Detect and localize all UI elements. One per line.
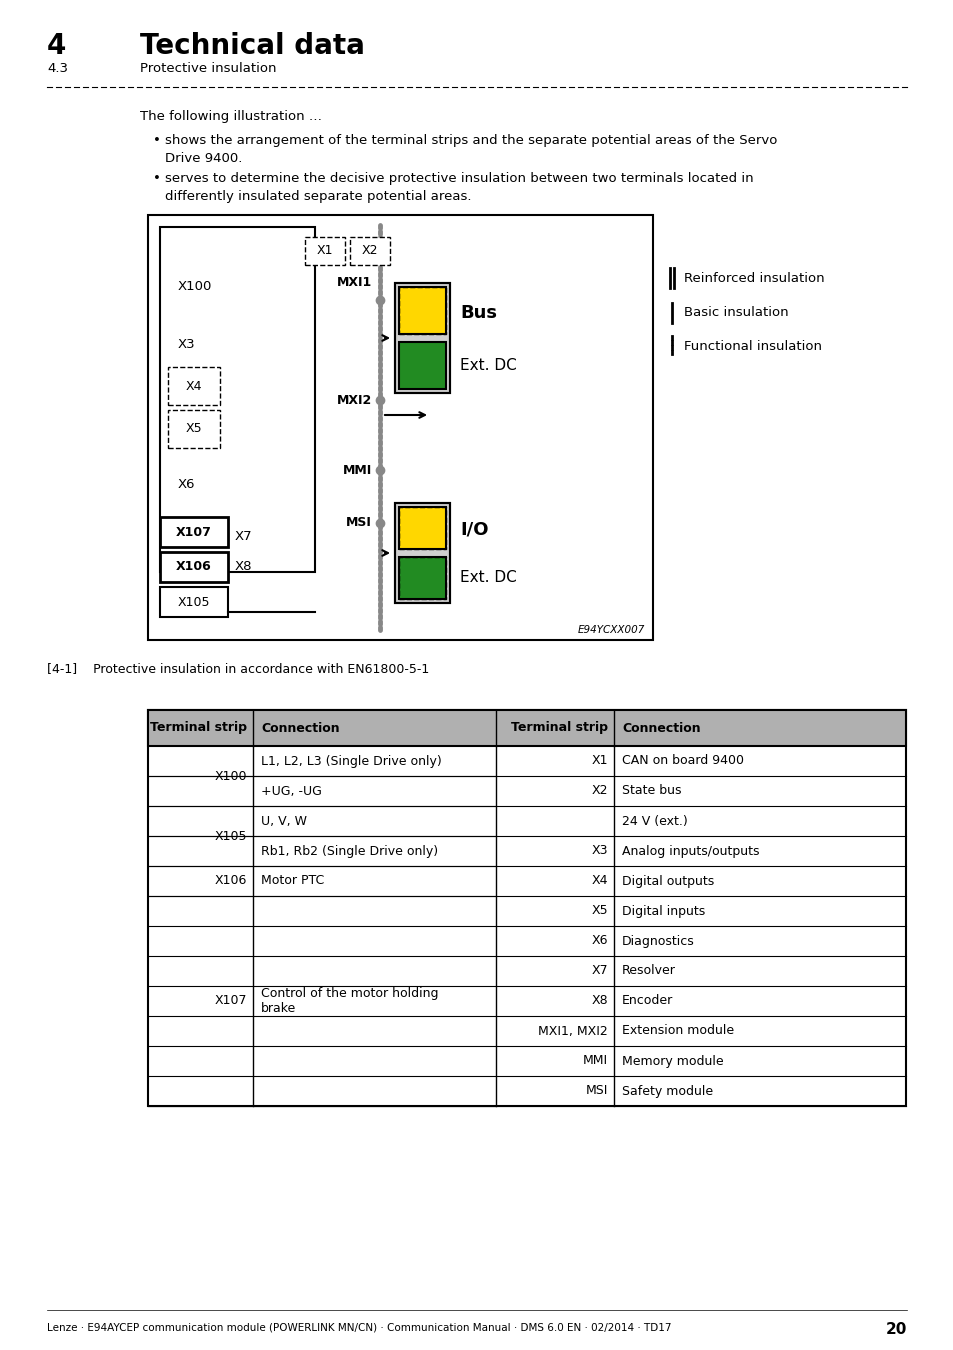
Text: Terminal strip: Terminal strip xyxy=(511,721,607,734)
Bar xyxy=(398,558,446,599)
Text: X3: X3 xyxy=(178,339,195,351)
Text: E94YCXX007: E94YCXX007 xyxy=(577,625,644,634)
Bar xyxy=(160,587,228,617)
Text: Protective insulation: Protective insulation xyxy=(140,62,276,76)
Text: State bus: State bus xyxy=(621,784,680,798)
Bar xyxy=(160,227,314,572)
Bar xyxy=(395,284,450,393)
Text: X2: X2 xyxy=(361,244,377,258)
Text: MXI2: MXI2 xyxy=(336,393,372,406)
Bar xyxy=(148,710,905,1106)
Text: X5: X5 xyxy=(591,904,607,918)
Text: Technical data: Technical data xyxy=(140,32,364,59)
Text: X105: X105 xyxy=(214,829,247,842)
Text: X105: X105 xyxy=(177,595,210,609)
Text: Motor PTC: Motor PTC xyxy=(261,875,324,887)
Text: X100: X100 xyxy=(214,769,247,783)
Bar xyxy=(395,504,450,603)
Text: Digital outputs: Digital outputs xyxy=(621,875,714,887)
Text: Bus: Bus xyxy=(459,304,497,321)
Text: •: • xyxy=(152,171,161,185)
Text: 24 V (ext.): 24 V (ext.) xyxy=(621,814,687,828)
Text: X107: X107 xyxy=(214,995,247,1007)
Bar xyxy=(398,288,446,333)
Text: Basic insulation: Basic insulation xyxy=(683,306,788,320)
Text: X2: X2 xyxy=(591,784,607,798)
Text: Encoder: Encoder xyxy=(621,995,673,1007)
Bar xyxy=(148,215,652,640)
Text: MMI: MMI xyxy=(582,1054,607,1068)
Text: MXI1, MXI2: MXI1, MXI2 xyxy=(537,1025,607,1038)
Text: Control of the motor holding
brake: Control of the motor holding brake xyxy=(261,987,438,1015)
Text: MSI: MSI xyxy=(585,1084,607,1098)
Text: shows the arrangement of the terminal strips and the separate potential areas of: shows the arrangement of the terminal st… xyxy=(165,134,777,147)
Text: Safety module: Safety module xyxy=(621,1084,713,1098)
Text: X6: X6 xyxy=(178,478,195,491)
Text: X8: X8 xyxy=(234,560,253,574)
Text: Resolver: Resolver xyxy=(621,964,675,977)
Bar xyxy=(398,558,446,599)
Text: 4: 4 xyxy=(47,32,67,59)
Text: X107: X107 xyxy=(176,525,212,539)
Bar xyxy=(398,288,446,333)
Text: X3: X3 xyxy=(591,845,607,857)
Text: X7: X7 xyxy=(234,531,253,544)
Text: X8: X8 xyxy=(591,995,607,1007)
Text: 20: 20 xyxy=(884,1322,906,1336)
Text: U, V, W: U, V, W xyxy=(261,814,307,828)
Bar xyxy=(398,342,446,389)
Bar xyxy=(168,367,220,405)
Text: Lenze · E94AYCEP communication module (POWERLINK MN/CN) · Communication Manual ·: Lenze · E94AYCEP communication module (P… xyxy=(47,1322,671,1332)
Bar xyxy=(148,710,905,747)
Text: Reinforced insulation: Reinforced insulation xyxy=(683,271,823,285)
Text: Diagnostics: Diagnostics xyxy=(621,934,694,948)
Text: +UG, -UG: +UG, -UG xyxy=(261,784,321,798)
Bar xyxy=(395,504,450,603)
Text: X1: X1 xyxy=(316,244,333,258)
Text: X5: X5 xyxy=(186,423,202,436)
Text: Digital inputs: Digital inputs xyxy=(621,904,704,918)
Text: CAN on board 9400: CAN on board 9400 xyxy=(621,755,743,768)
Text: X7: X7 xyxy=(591,964,607,977)
Bar xyxy=(305,238,345,265)
Text: Connection: Connection xyxy=(621,721,700,734)
Text: MMI: MMI xyxy=(342,463,372,477)
Text: serves to determine the decisive protective insulation between two terminals loc: serves to determine the decisive protect… xyxy=(165,171,753,185)
Text: [4-1]    Protective insulation in accordance with EN61800-5-1: [4-1] Protective insulation in accordanc… xyxy=(47,662,429,675)
Text: X4: X4 xyxy=(186,379,202,393)
Bar xyxy=(398,508,446,549)
Text: X1: X1 xyxy=(591,755,607,768)
Text: •: • xyxy=(152,134,161,147)
Text: The following illustration …: The following illustration … xyxy=(140,109,322,123)
Bar xyxy=(395,284,450,393)
Text: X106: X106 xyxy=(176,560,212,574)
Text: Memory module: Memory module xyxy=(621,1054,723,1068)
Bar xyxy=(160,517,228,547)
Text: Functional insulation: Functional insulation xyxy=(683,339,821,352)
Text: X100: X100 xyxy=(178,281,213,293)
Bar xyxy=(168,410,220,448)
Bar xyxy=(350,238,390,265)
Bar xyxy=(398,508,446,549)
Text: X4: X4 xyxy=(591,875,607,887)
Text: 4.3: 4.3 xyxy=(47,62,68,76)
Text: Connection: Connection xyxy=(261,721,339,734)
Text: differently insulated separate potential areas.: differently insulated separate potential… xyxy=(165,190,471,202)
Bar xyxy=(160,552,228,582)
Text: Analog inputs/outputs: Analog inputs/outputs xyxy=(621,845,759,857)
Text: Rb1, Rb2 (Single Drive only): Rb1, Rb2 (Single Drive only) xyxy=(261,845,437,857)
Text: L1, L2, L3 (Single Drive only): L1, L2, L3 (Single Drive only) xyxy=(261,755,441,768)
Text: Ext. DC: Ext. DC xyxy=(459,571,517,586)
Text: I/O: I/O xyxy=(459,521,488,539)
Text: Terminal strip: Terminal strip xyxy=(150,721,247,734)
Text: X6: X6 xyxy=(591,934,607,948)
Text: MSI: MSI xyxy=(346,517,372,529)
Text: Ext. DC: Ext. DC xyxy=(459,358,517,373)
Text: X106: X106 xyxy=(214,875,247,887)
Text: Drive 9400.: Drive 9400. xyxy=(165,153,242,165)
Text: Extension module: Extension module xyxy=(621,1025,734,1038)
Text: MXI1: MXI1 xyxy=(336,277,372,289)
